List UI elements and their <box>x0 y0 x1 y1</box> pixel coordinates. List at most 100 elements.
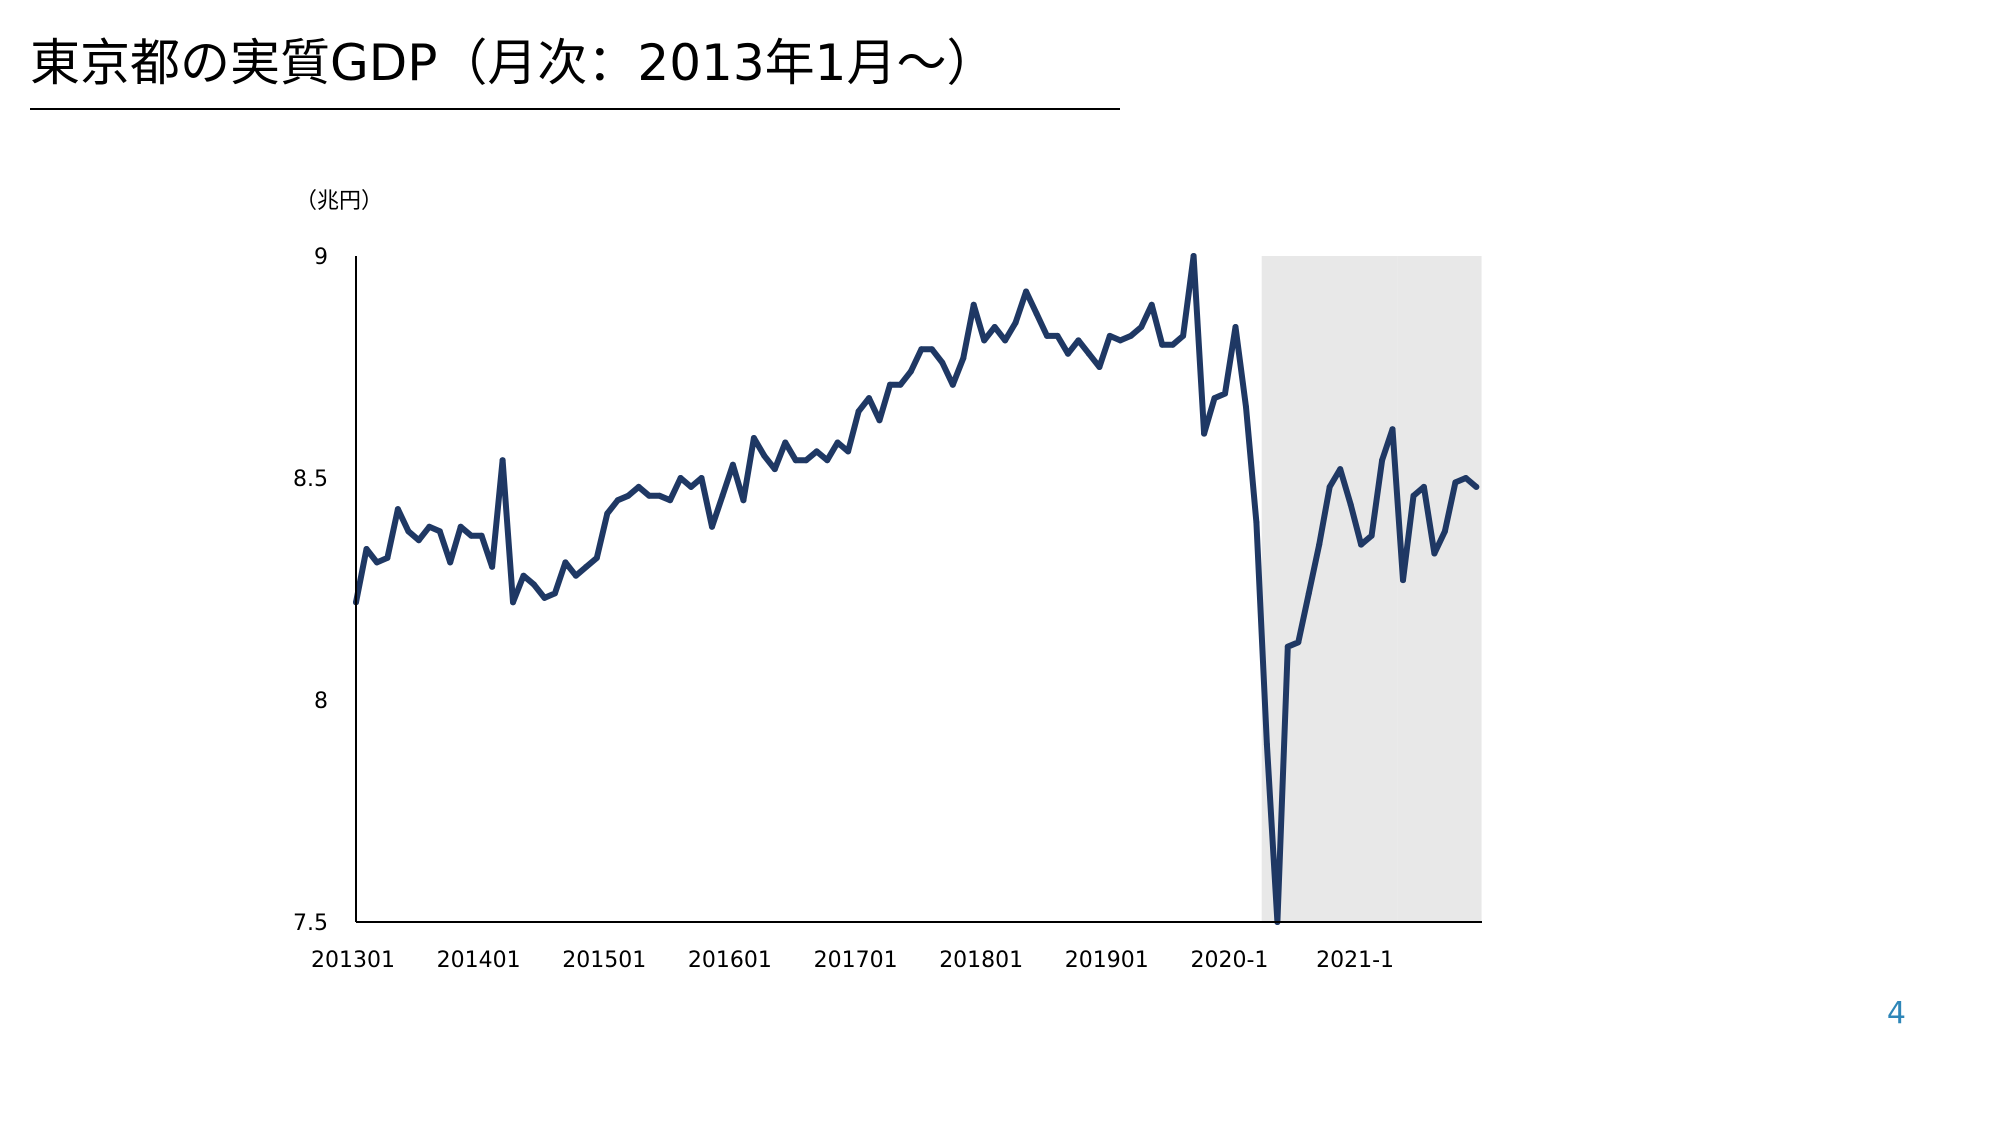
x-tick-label: 201301 <box>311 948 395 973</box>
data-point <box>1316 541 1323 548</box>
data-point <box>813 448 820 455</box>
data-point <box>1180 332 1187 339</box>
data-point <box>1169 341 1176 348</box>
data-point <box>1211 395 1218 402</box>
data-point <box>1326 483 1333 490</box>
data-point <box>1096 364 1103 370</box>
data-point <box>991 324 998 330</box>
data-point <box>677 475 684 481</box>
data-point <box>520 572 527 579</box>
shaded-period-2 <box>1397 256 1482 922</box>
data-point <box>729 461 736 468</box>
data-point <box>928 346 935 353</box>
data-point <box>1106 332 1113 339</box>
data-point <box>698 475 705 481</box>
data-point <box>960 355 967 362</box>
data-point <box>1473 483 1480 490</box>
series-layer <box>353 253 1480 925</box>
data-point <box>1232 324 1239 330</box>
data-point <box>1379 457 1386 464</box>
data-point <box>834 439 841 446</box>
data-point <box>1065 350 1071 357</box>
data-point <box>1295 639 1302 646</box>
data-point <box>604 510 611 517</box>
data-point <box>1420 483 1427 490</box>
data-point <box>1347 501 1354 508</box>
data-point <box>887 381 893 388</box>
y-axis-ticks: 9 8.5 8 7.5 <box>293 245 328 936</box>
page-number: 4 <box>1886 996 1906 1031</box>
data-point <box>541 594 548 601</box>
data-point <box>876 417 883 424</box>
shaded-periods <box>1261 256 1482 922</box>
data-point <box>719 492 726 499</box>
data-point <box>824 457 831 464</box>
data-point <box>614 497 621 504</box>
data-point <box>709 523 715 530</box>
data-point <box>845 448 852 455</box>
data-point <box>415 537 422 544</box>
data-point <box>510 599 516 606</box>
y-tick-label: 7.5 <box>293 911 328 936</box>
data-point <box>939 359 946 366</box>
data-point <box>1263 741 1270 748</box>
data-point <box>1243 404 1249 410</box>
data-point <box>1033 310 1040 317</box>
data-point <box>981 337 988 344</box>
data-point <box>426 523 433 530</box>
data-point <box>551 590 558 597</box>
data-point <box>656 492 663 499</box>
data-point <box>1148 301 1155 308</box>
y-tick-label: 9 <box>314 245 328 270</box>
data-point <box>457 523 464 530</box>
data-point <box>468 532 475 539</box>
data-point <box>1253 519 1260 526</box>
data-point <box>771 466 778 473</box>
data-point <box>363 546 370 552</box>
x-tick-label: 201601 <box>688 948 772 973</box>
data-point <box>1117 337 1124 344</box>
data-point <box>1002 337 1009 344</box>
data-point <box>750 435 757 441</box>
data-point <box>866 395 872 402</box>
data-point <box>572 572 579 579</box>
data-point <box>1337 466 1344 473</box>
data-point <box>531 581 537 588</box>
x-tick-label: 201701 <box>814 948 898 973</box>
data-point <box>1358 541 1365 548</box>
data-point <box>1452 479 1459 486</box>
data-point <box>1368 532 1375 539</box>
title-underline <box>30 108 1120 110</box>
data-point <box>855 408 862 415</box>
data-point <box>761 452 768 459</box>
data-point <box>646 492 653 499</box>
data-point <box>562 559 569 566</box>
data-point <box>688 483 694 490</box>
data-point <box>635 483 642 490</box>
data-point <box>740 497 747 504</box>
data-point <box>593 554 600 561</box>
data-point <box>782 439 789 446</box>
data-point <box>499 457 506 464</box>
x-tick-label: 201801 <box>939 948 1023 973</box>
y-tick-label: 8.5 <box>293 467 328 492</box>
data-point <box>394 506 401 513</box>
data-point <box>792 457 799 464</box>
data-point <box>447 559 454 566</box>
data-point <box>803 457 810 464</box>
x-tick-label: 201401 <box>437 948 521 973</box>
data-point <box>1023 288 1030 295</box>
data-point <box>1054 332 1061 339</box>
x-tick-label: 2020-1 <box>1191 948 1269 973</box>
data-point <box>1012 319 1019 326</box>
data-point <box>1075 337 1082 344</box>
data-point <box>949 381 956 388</box>
data-point <box>1431 550 1438 557</box>
data-point <box>478 532 485 539</box>
data-point <box>1201 430 1208 437</box>
data-point <box>897 381 904 388</box>
data-point <box>489 563 496 570</box>
data-point <box>918 346 925 353</box>
data-point <box>1400 577 1406 584</box>
slide-title: 東京都の実質GDP（月次：2013年1月～） <box>30 34 997 92</box>
